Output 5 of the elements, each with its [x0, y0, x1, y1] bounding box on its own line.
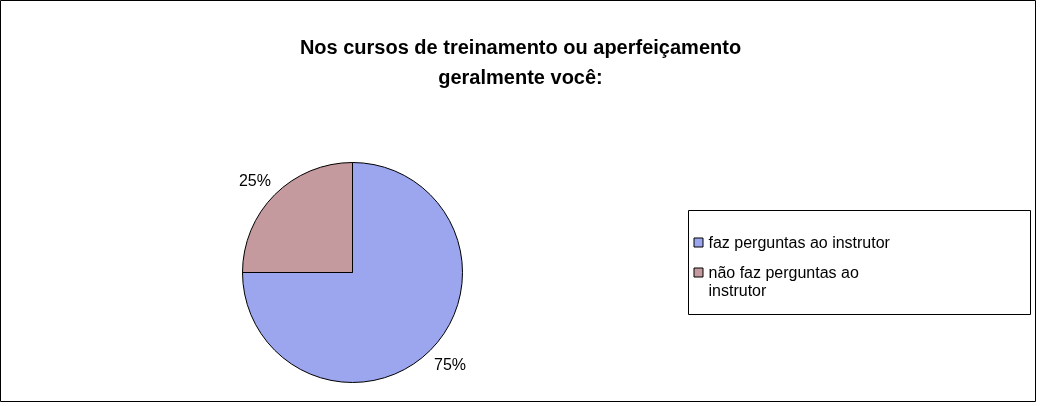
legend-label: faz perguntas ao instrutor	[708, 234, 891, 251]
data-label: 25%	[238, 172, 271, 190]
legend-label: não faz perguntas ao instrutor	[708, 264, 859, 299]
data-label: 75%	[434, 355, 467, 373]
chart-title: Nos cursos de treinamento ou aperfeiçamento geralmente você:	[299, 35, 742, 88]
